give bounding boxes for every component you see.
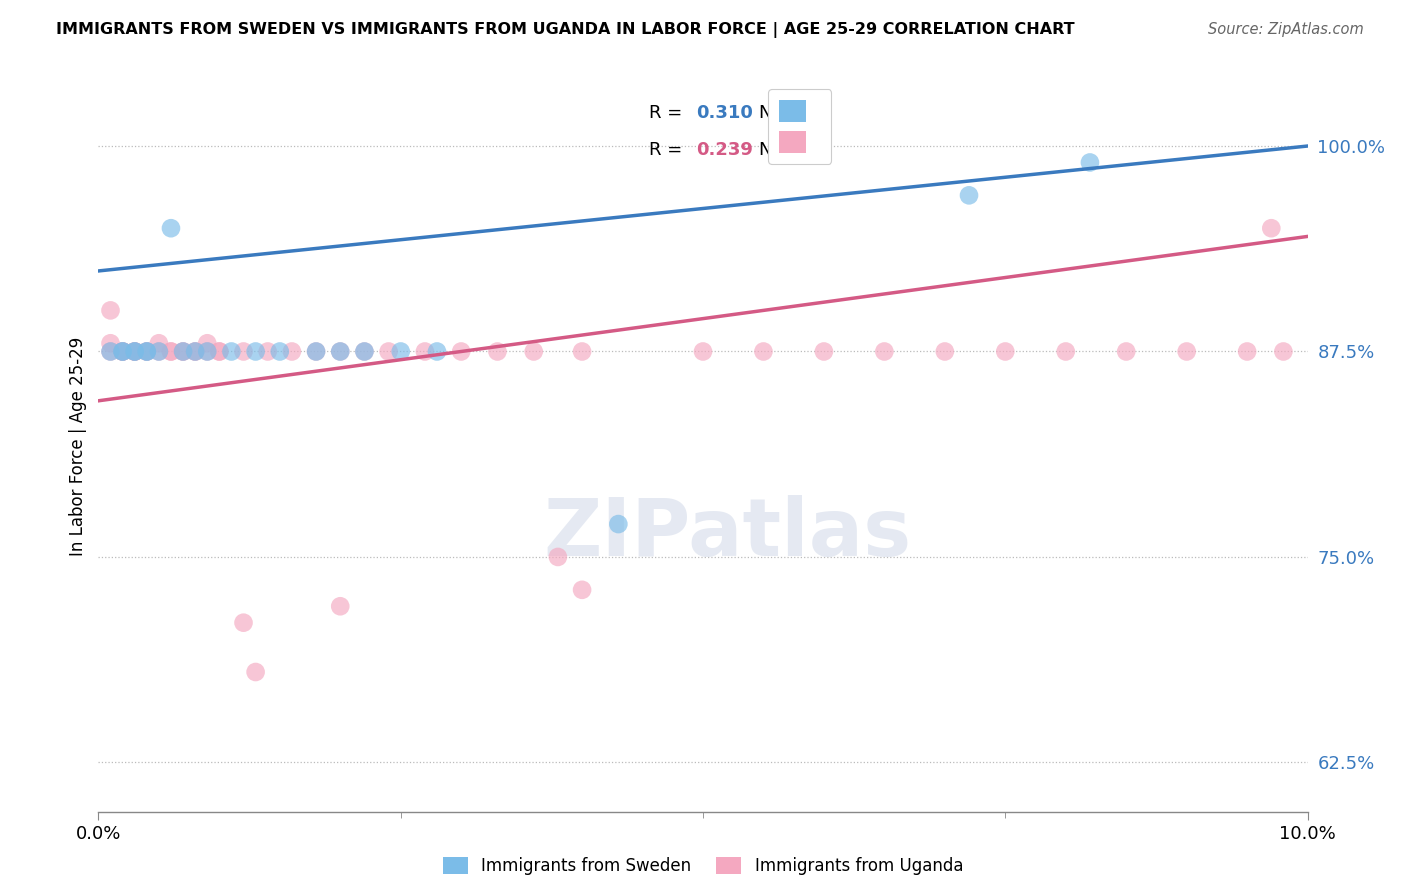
Point — [208, 344, 231, 359]
Point — [426, 344, 449, 359]
Point — [184, 344, 207, 359]
Point — [195, 336, 218, 351]
Point — [1078, 155, 1101, 169]
Text: 52: 52 — [797, 141, 823, 159]
Y-axis label: In Labor Force | Age 25-29: In Labor Force | Age 25-29 — [69, 336, 87, 556]
Point — [124, 344, 146, 359]
Point — [523, 344, 546, 359]
Point — [486, 344, 509, 359]
Point — [305, 344, 328, 359]
Text: 0.310: 0.310 — [696, 104, 752, 122]
Text: IMMIGRANTS FROM SWEDEN VS IMMIGRANTS FROM UGANDA IN LABOR FORCE | AGE 25-29 CORR: IMMIGRANTS FROM SWEDEN VS IMMIGRANTS FRO… — [56, 22, 1074, 38]
Point — [1236, 344, 1258, 359]
Point — [692, 344, 714, 359]
Point — [135, 344, 157, 359]
Point — [111, 344, 134, 359]
Point — [450, 344, 472, 359]
Point — [135, 344, 157, 359]
Point — [281, 344, 304, 359]
Text: R =: R = — [648, 104, 688, 122]
Point — [607, 517, 630, 532]
Point — [111, 344, 134, 359]
Point — [148, 344, 170, 359]
Point — [124, 344, 146, 359]
Text: Source: ZipAtlas.com: Source: ZipAtlas.com — [1208, 22, 1364, 37]
Point — [245, 344, 267, 359]
Text: R =: R = — [648, 141, 688, 159]
Point — [100, 303, 122, 318]
Point — [172, 344, 194, 359]
Point — [329, 344, 352, 359]
Legend: , : , — [768, 89, 831, 164]
Text: N =: N = — [759, 141, 799, 159]
Point — [353, 344, 375, 359]
Point — [100, 344, 122, 359]
Point — [135, 344, 157, 359]
Point — [353, 344, 375, 359]
Legend: Immigrants from Sweden, Immigrants from Uganda: Immigrants from Sweden, Immigrants from … — [443, 856, 963, 875]
Point — [256, 344, 278, 359]
Point — [195, 344, 218, 359]
Point — [994, 344, 1017, 359]
Point — [305, 344, 328, 359]
Point — [957, 188, 980, 202]
Text: ZIPatlas: ZIPatlas — [543, 495, 911, 573]
Point — [1054, 344, 1077, 359]
Point — [752, 344, 775, 359]
Point — [100, 344, 122, 359]
Point — [124, 344, 146, 359]
Point — [1115, 344, 1137, 359]
Point — [195, 344, 218, 359]
Point — [100, 336, 122, 351]
Point — [377, 344, 399, 359]
Point — [232, 344, 254, 359]
Point — [111, 344, 134, 359]
Point — [184, 344, 207, 359]
Point — [1272, 344, 1295, 359]
Point — [135, 344, 157, 359]
Point — [148, 344, 170, 359]
Text: 23: 23 — [797, 104, 823, 122]
Point — [208, 344, 231, 359]
Point — [184, 344, 207, 359]
Point — [124, 344, 146, 359]
Point — [329, 344, 352, 359]
Point — [873, 344, 896, 359]
Text: N =: N = — [759, 104, 799, 122]
Text: 0.239: 0.239 — [696, 141, 752, 159]
Point — [934, 344, 956, 359]
Point — [571, 344, 593, 359]
Point — [245, 665, 267, 679]
Point — [160, 344, 183, 359]
Point — [111, 344, 134, 359]
Point — [413, 344, 436, 359]
Point — [160, 344, 183, 359]
Point — [571, 582, 593, 597]
Point — [232, 615, 254, 630]
Point — [329, 599, 352, 614]
Point — [389, 344, 412, 359]
Point — [221, 344, 243, 359]
Point — [1260, 221, 1282, 235]
Point — [172, 344, 194, 359]
Point — [111, 344, 134, 359]
Point — [148, 336, 170, 351]
Point — [172, 344, 194, 359]
Point — [547, 549, 569, 564]
Point — [124, 344, 146, 359]
Point — [813, 344, 835, 359]
Point — [160, 221, 183, 235]
Point — [269, 344, 291, 359]
Point — [1175, 344, 1198, 359]
